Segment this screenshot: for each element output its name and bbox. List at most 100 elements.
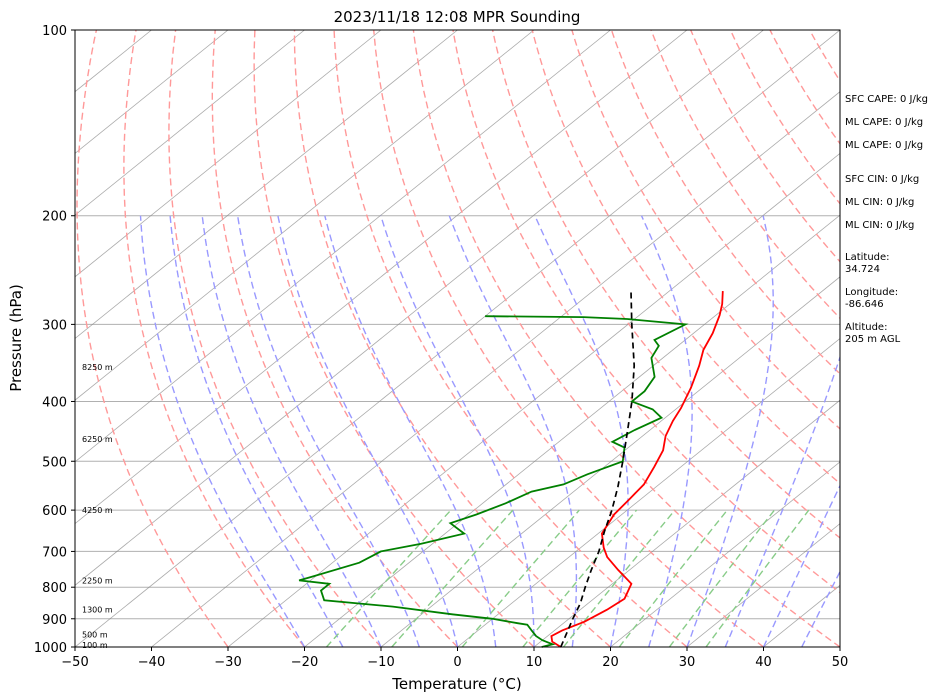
x-tick-label: 50 [832, 655, 849, 670]
y-tick-label: 1000 [34, 641, 67, 656]
dry-adiabat-line [491, 30, 840, 539]
y-tick-label: 500 [42, 455, 67, 470]
mixing-ratio-line [562, 509, 676, 647]
y-tick-label: 100 [42, 24, 67, 39]
moist-adiabat-line [448, 215, 578, 647]
y-tick-label: 200 [42, 210, 67, 225]
annotation-text: Latitude: [845, 252, 890, 263]
dry-adiabat-line [293, 30, 611, 647]
isotherm-line [304, 214, 840, 647]
isotherm-line [75, 30, 458, 340]
dry-adiabat-line [769, 30, 840, 145]
x-axis-label: Temperature (°C) [391, 675, 521, 693]
x-tick-label: −50 [61, 655, 88, 670]
isotherm-line [75, 30, 229, 154]
plot-area: −50 −40 −30 −20 −10 0 10 20 30 40 50 100 200 300 400 50… [34, 24, 947, 670]
isotherm-line [75, 30, 764, 586]
moist-adiabat-line [324, 215, 497, 647]
x-tick-label: −40 [138, 655, 165, 670]
annotation-text: 205 m AGL [845, 334, 901, 345]
moist-adiabat-line [534, 215, 629, 647]
annotations-panel: SFC CAPE: 0 J/kg ML CAPE: 0 J/kg ML CAPE: … [845, 94, 928, 345]
dry-adiabat-line [123, 30, 306, 647]
y-tick-label: 900 [42, 613, 67, 628]
x-tick-label: 0 [453, 655, 461, 670]
dry-adiabat-line [211, 30, 459, 647]
sounding-series-line-0 [550, 291, 724, 648]
dry-adiabat-line [373, 30, 764, 647]
isotherm-line [151, 91, 840, 647]
annotation-text: ML CIN: 0 J/kg [845, 220, 914, 231]
dry-adiabat-line [412, 30, 840, 647]
isotherm-line [380, 276, 840, 647]
sounding-series-line-2 [560, 291, 636, 648]
isotherm-line [75, 30, 840, 647]
isotherm-line [686, 523, 840, 647]
x-tick-label: −20 [291, 655, 318, 670]
annotation-text: ML CAPE: 0 J/kg [845, 140, 923, 151]
dry-adiabat-line [531, 30, 840, 485]
dry-adiabat-line [333, 30, 688, 647]
mixing-ratio-line [522, 509, 638, 647]
y-tick-label: 700 [42, 545, 67, 560]
dry-adiabat-line [452, 30, 840, 594]
isotherm-line [75, 30, 611, 463]
isotherm-line [75, 30, 688, 525]
height-label: 4250 m [82, 506, 113, 515]
mixing-ratio-line [325, 509, 452, 647]
annotation-text: SFC CIN: 0 J/kg [845, 174, 919, 185]
y-tick-label: 300 [42, 318, 67, 333]
annotation-text: Longitude: [845, 287, 898, 298]
annotation-text: ML CAPE: 0 J/kg [845, 117, 923, 128]
moist-adiabat-line [762, 484, 840, 647]
isotherm-line [75, 30, 305, 216]
moist-adiabat-line [380, 215, 535, 647]
y-tick-label: 400 [42, 395, 67, 410]
moist-adiabat-line [201, 215, 382, 647]
height-label: 6250 m [82, 435, 113, 444]
x-tick-label: 40 [755, 655, 772, 670]
isotherm-line [75, 30, 382, 278]
y-axis-label: Pressure (hPa) [7, 284, 25, 392]
dry-adiabat-line [76, 30, 229, 647]
isotherm-line [610, 461, 840, 647]
annotation-text: -86.646 [845, 299, 884, 310]
height-label: 8250 m [82, 363, 113, 372]
dry-adiabat-line [929, 30, 947, 647]
height-label: 2250 m [82, 576, 113, 585]
moist-adiabat-line [686, 215, 774, 647]
x-tick-label: −30 [214, 655, 241, 670]
annotation-text: ML CIN: 0 J/kg [845, 197, 914, 208]
moist-adiabat-line [169, 215, 344, 647]
mixing-ratio-line [705, 509, 810, 647]
mixing-ratio-line [618, 509, 728, 647]
height-label: 100 m [82, 641, 108, 650]
isotherm-line [457, 337, 840, 647]
dry-adiabat-line [610, 30, 840, 375]
moist-adiabat-line [801, 570, 840, 647]
dry-adiabat-line [571, 30, 840, 430]
dry-adiabat-line [168, 30, 382, 647]
moist-adiabat-line [277, 215, 459, 647]
moist-adiabat-line [724, 355, 840, 647]
mixing-ratio-line [391, 509, 514, 647]
dry-adiabat-line [253, 30, 535, 647]
annotation-text: 34.724 [845, 264, 880, 275]
dry-adiabat-line [729, 30, 840, 205]
isotherm-line [533, 399, 840, 647]
y-tick-label: 600 [42, 504, 67, 519]
chart-title: 2023/11/18 12:08 MPR Sounding [334, 8, 581, 26]
sounding-series-line-1 [298, 315, 689, 648]
height-label: 1300 m [82, 606, 113, 615]
x-tick-label: 30 [679, 655, 696, 670]
mixing-ratio-line [461, 509, 580, 647]
height-label: 500 m [82, 631, 108, 640]
plot-clip-group [75, 30, 947, 647]
moist-adiabat-line [139, 215, 306, 647]
isotherm-line [227, 152, 840, 647]
moist-adiabat-line [640, 215, 693, 647]
x-tick-label: 20 [602, 655, 619, 670]
y-tick-label: 800 [42, 581, 67, 596]
x-tick-label: 10 [526, 655, 543, 670]
